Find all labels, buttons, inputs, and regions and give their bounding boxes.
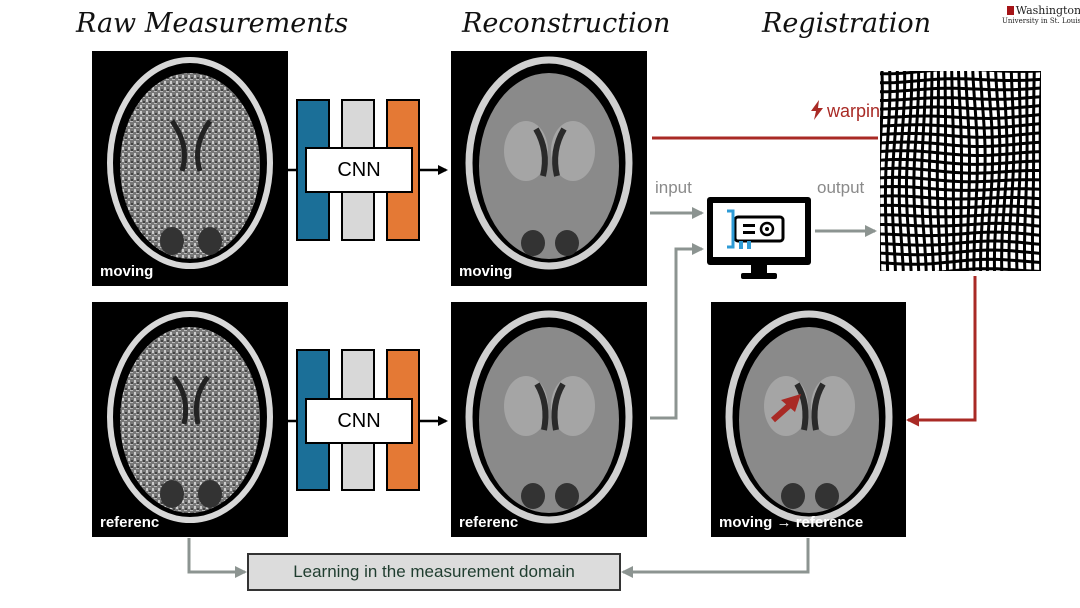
grid-line (978, 71, 987, 271)
grid-line (1000, 71, 1009, 271)
grid-line (1015, 71, 1023, 271)
grid-line (880, 267, 1041, 271)
cnn-top-label: CNN (305, 147, 413, 193)
grid-line (880, 71, 884, 271)
monitor-gpu-icon (705, 195, 813, 283)
grid-line (880, 257, 1041, 266)
highlight-arrow-icon (771, 394, 801, 423)
heading-raw-measurements: Raw Measurements (76, 8, 349, 39)
deformation-field-grid (880, 71, 1041, 271)
grid-line (920, 71, 928, 271)
recon-moving-image: moving (451, 51, 647, 286)
grid-line (912, 71, 921, 271)
grid-line (880, 239, 1041, 247)
skull-outline (107, 57, 273, 269)
logo-line1: Washington (1015, 4, 1080, 17)
raw-moving-label: moving (100, 263, 154, 280)
grid-line (890, 71, 899, 271)
grid-line (1038, 71, 1041, 271)
output-label: output (817, 178, 865, 197)
grid-line (964, 71, 971, 271)
university-logo: Washington University in St. Louis (1002, 4, 1080, 25)
grid-line (883, 71, 892, 271)
recon-reference-image: referenc (451, 302, 647, 537)
shield-icon (1006, 6, 1014, 15)
grid-line (880, 77, 1041, 85)
grid-line (880, 213, 1041, 219)
grid-line (992, 71, 1002, 271)
grid-line (985, 71, 995, 271)
grid-line (880, 184, 1041, 192)
registered-image: moving → reference (711, 302, 906, 537)
raw-reference-label: referenc (100, 514, 160, 531)
logo-line2: University in St. Louis (1002, 17, 1080, 25)
heading-reconstruction: Reconstruction (462, 8, 671, 39)
input-label: input (655, 178, 692, 197)
learning-domain-box: Learning in the measurement domain (247, 553, 621, 591)
registered-moving-text: moving (719, 514, 773, 531)
warping-text: warping (827, 101, 891, 121)
raw-moving-image: moving (92, 51, 288, 286)
grid-line (880, 194, 1041, 201)
grid-line (880, 203, 1041, 210)
grid-line (880, 248, 1041, 257)
recon-reference-label: referenc (459, 514, 519, 531)
grid-line (971, 71, 979, 271)
raw-to-learning-arrow (187, 538, 247, 578)
grid-line (880, 71, 1041, 76)
grid-line (1023, 71, 1029, 271)
brain-tissue (120, 73, 260, 259)
registered-reference-text: reference (795, 514, 864, 531)
recon-moving-label: moving (459, 263, 513, 280)
right-arrow-icon: → (776, 514, 796, 531)
grid-line (957, 71, 963, 271)
warping-label: warping (810, 100, 890, 125)
input-bottom-arrow (650, 243, 704, 420)
warp-apply-arrow (906, 276, 977, 427)
registered-label: moving → reference (719, 514, 863, 531)
grid-line (905, 71, 914, 271)
registered-to-learning-arrow (621, 538, 810, 578)
cnn-bottom-label: CNN (305, 398, 413, 444)
raw-reference-image: referenc (92, 302, 288, 537)
grid-line (880, 221, 1041, 228)
lightning-bolt-icon (810, 100, 824, 125)
heading-registration: Registration (762, 8, 932, 39)
grid-line (880, 230, 1041, 238)
grid-line (1031, 71, 1036, 271)
grid-line (1007, 71, 1016, 271)
grid-line (897, 71, 907, 271)
